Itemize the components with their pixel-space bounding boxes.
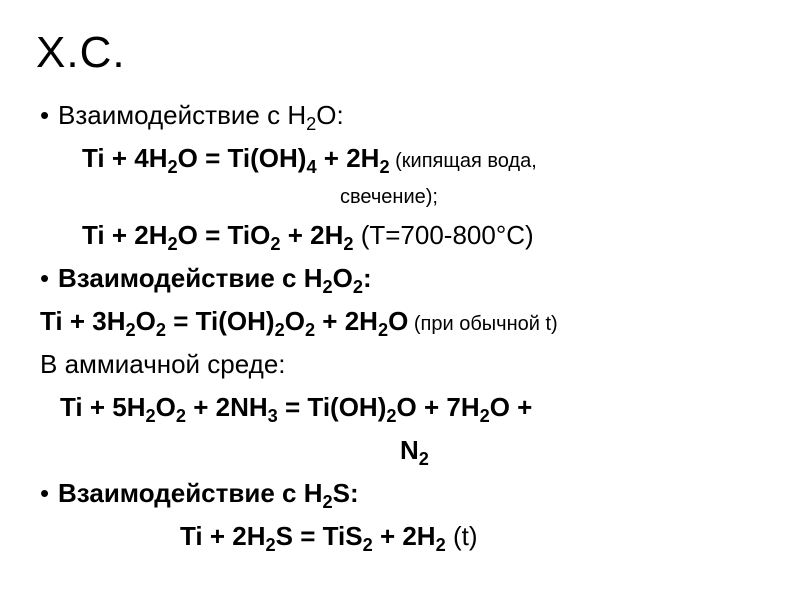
- text: (t): [446, 521, 478, 551]
- sub: 2: [480, 406, 490, 426]
- note-continue: свечение);: [60, 182, 760, 212]
- text: Ti + 4H: [82, 143, 168, 173]
- text: Взаимодействие с H: [58, 100, 306, 130]
- bullet-h2o: •Взаимодействие с H2O:: [60, 96, 760, 135]
- content-area: •Взаимодействие с H2O: Ti + 4H2O = Ti(OH…: [40, 96, 760, 556]
- sub: 2: [156, 320, 166, 340]
- text: N: [400, 435, 419, 465]
- sub: 2: [266, 535, 276, 555]
- eq-ti-h2s: Ti + 2H2S = TiS2 + 2H2 (t): [60, 517, 760, 556]
- bullet-dot: •: [40, 474, 58, 513]
- slide-title: Х.С.: [36, 28, 760, 78]
- sub: 2: [379, 157, 389, 177]
- sub: 2: [126, 320, 136, 340]
- text: Ti + 5H: [60, 392, 146, 422]
- text: O: [285, 306, 305, 336]
- sub: 2: [343, 234, 353, 254]
- sub: 2: [353, 277, 363, 297]
- bullet-dot: •: [40, 259, 58, 298]
- text: O = Ti(OH): [178, 143, 307, 173]
- sub: 2: [322, 492, 332, 512]
- ammonia-line: В аммиачной среде:: [40, 345, 760, 384]
- text: + 2H: [280, 220, 343, 250]
- sub: 2: [305, 320, 315, 340]
- note: (при обычной t): [408, 313, 557, 335]
- sub: 2: [436, 535, 446, 555]
- sub: 3: [268, 406, 278, 426]
- text: O +: [490, 392, 533, 422]
- text: S:: [333, 478, 359, 508]
- text: O + 7H: [397, 392, 480, 422]
- sub: 2: [322, 277, 332, 297]
- sub: 2: [275, 320, 285, 340]
- text: + 2H: [315, 306, 378, 336]
- text: O: [333, 263, 353, 293]
- text: Взаимодействие с H: [58, 478, 322, 508]
- sub: 2: [270, 234, 280, 254]
- sub: 2: [419, 449, 429, 469]
- text: = Ti(OH): [278, 392, 387, 422]
- text: O: [156, 392, 176, 422]
- sub: 2: [363, 535, 373, 555]
- note: (кипящая вода,: [390, 150, 537, 172]
- text: O = TiO: [178, 220, 271, 250]
- text: O: [136, 306, 156, 336]
- text: S = TiS: [276, 521, 363, 551]
- text: Ti + 3H: [40, 306, 126, 336]
- text: + 2NH: [186, 392, 268, 422]
- sub: 2: [378, 320, 388, 340]
- eq-ti-nh3-cont: N2: [60, 431, 760, 470]
- text: :: [363, 263, 372, 293]
- text: O: [388, 306, 408, 336]
- text: Ti + 2H: [82, 220, 168, 250]
- eq-ti-3h2o2: Ti + 3H2O2 = Ti(OH)2O2 + 2H2O (при обычн…: [40, 302, 760, 341]
- eq-ti-4h2o: Ti + 4H2O = Ti(OH)4 + 2H2 (кипящая вода,: [60, 139, 760, 178]
- bullet-h2o2: •Взаимодействие с H2O2:: [60, 259, 760, 298]
- sub: 2: [146, 406, 156, 426]
- sub: 4: [306, 157, 316, 177]
- sub: 2: [176, 406, 186, 426]
- sub: 2: [168, 157, 178, 177]
- sub: 2: [386, 406, 396, 426]
- text: (T=700-800°C): [353, 220, 533, 250]
- sub: 2: [306, 114, 316, 134]
- bullet-dot: •: [40, 96, 58, 135]
- text: = Ti(OH): [166, 306, 275, 336]
- bullet-h2s: •Взаимодействие с H2S:: [60, 474, 760, 513]
- eq-ti-2h2o: Ti + 2H2O = TiO2 + 2H2 (T=700-800°C): [60, 216, 760, 255]
- eq-ti-nh3: Ti + 5H2O2 + 2NH3 = Ti(OH)2O + 7H2O +: [60, 388, 760, 427]
- text: Ti + 2H: [180, 521, 266, 551]
- text: + 2H: [373, 521, 436, 551]
- sub: 2: [168, 234, 178, 254]
- text: O:: [316, 100, 343, 130]
- text: Взаимодействие с H: [58, 263, 322, 293]
- text: + 2H: [317, 143, 380, 173]
